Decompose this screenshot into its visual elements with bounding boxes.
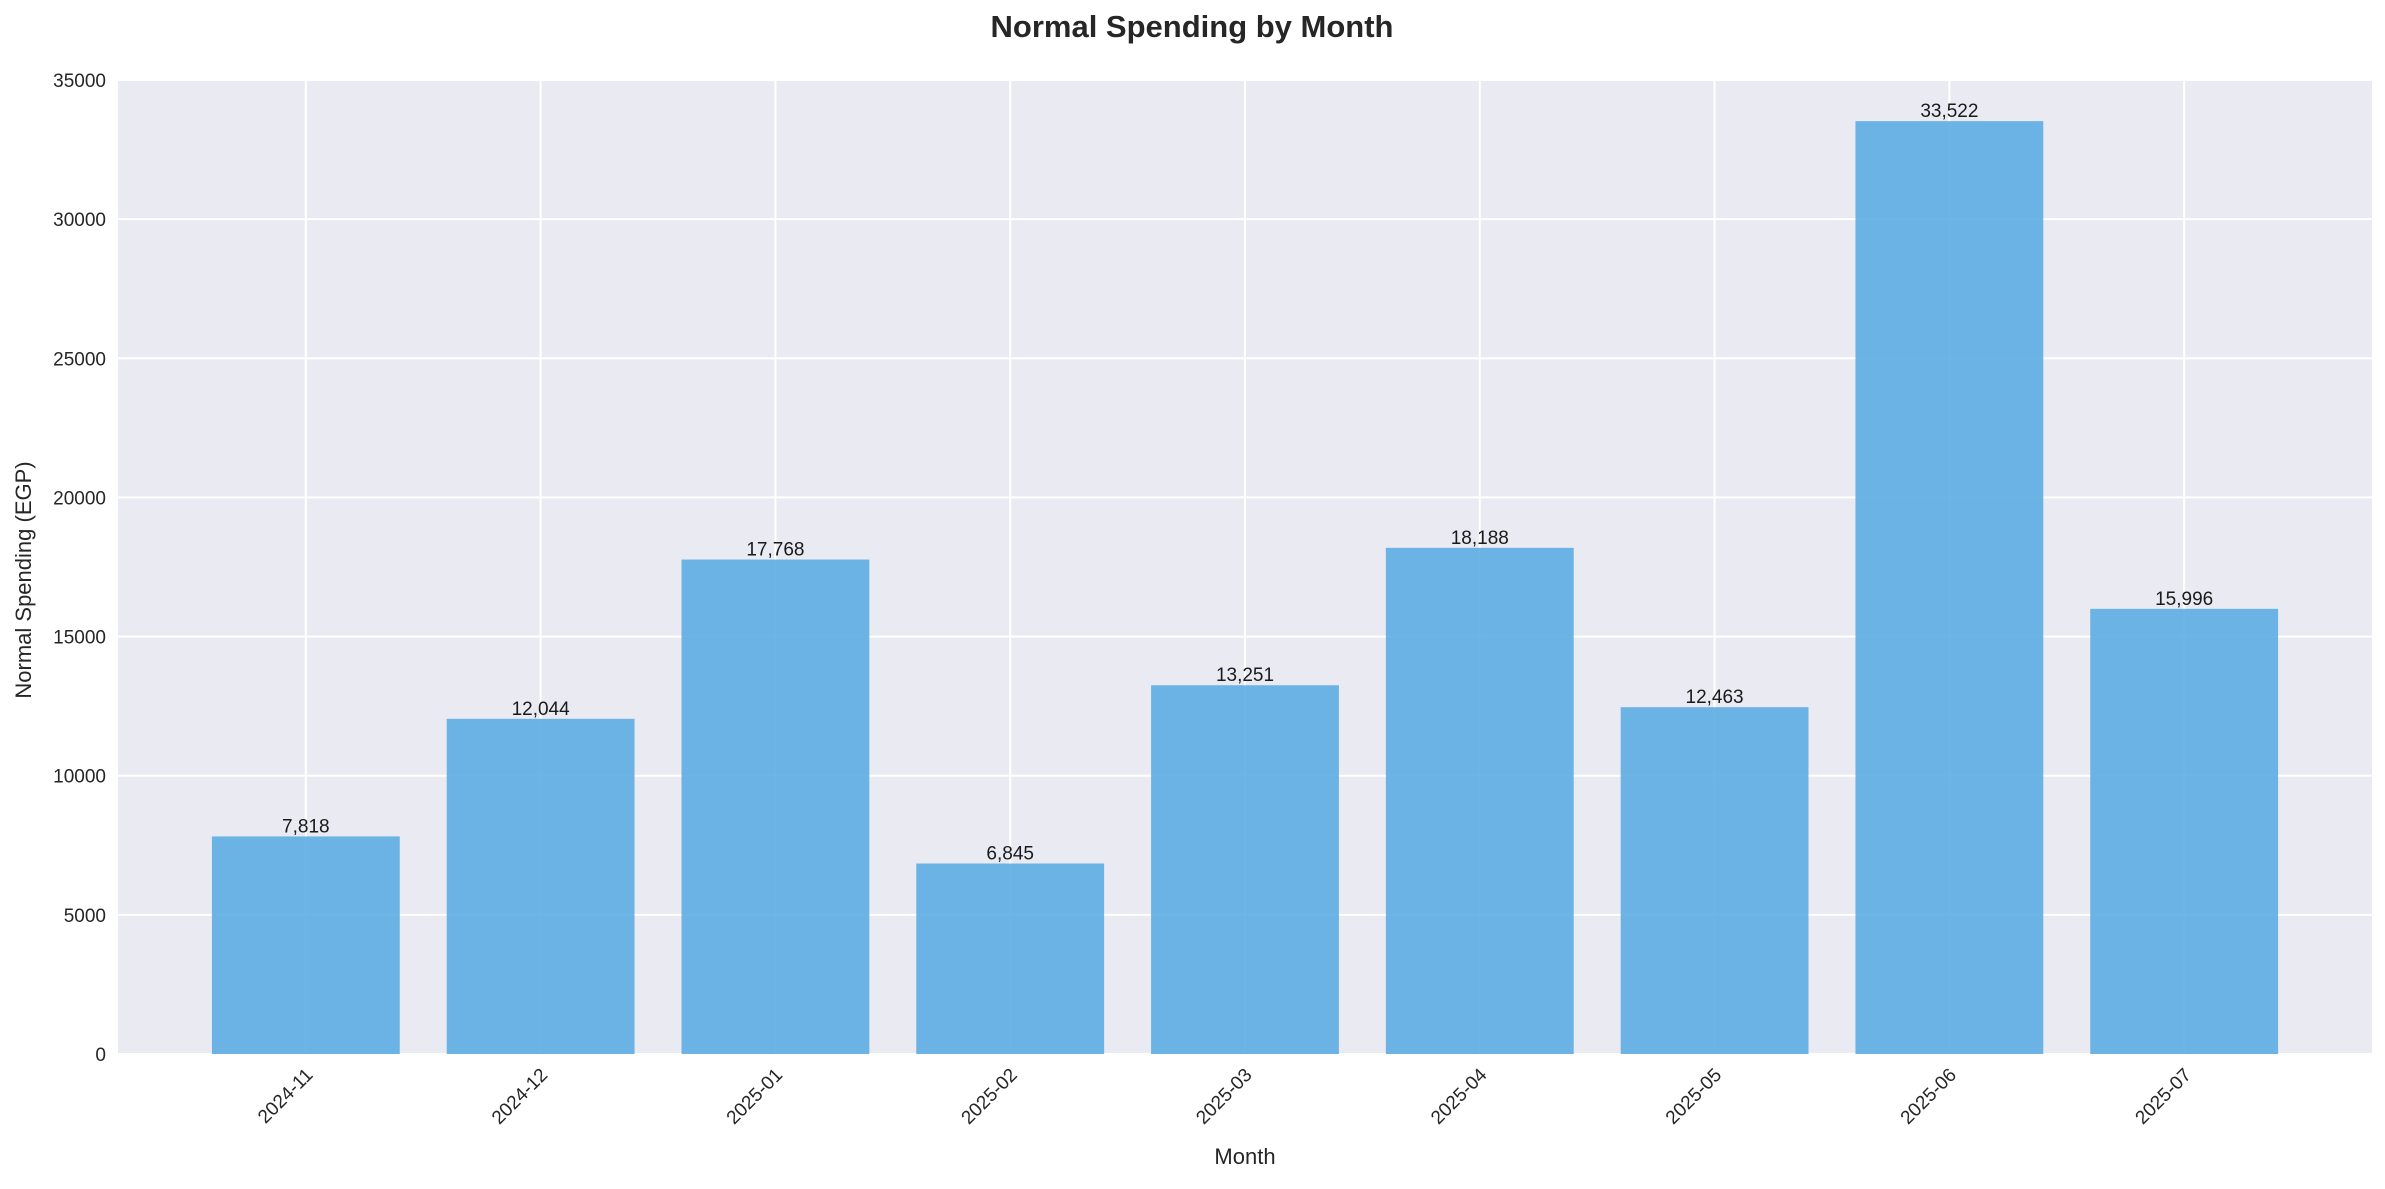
y-tick-label: 20000 (53, 488, 106, 509)
x-axis-ticks: 2024-11 2024-12 2025-01 2025-02 2025-03 2025-… (254, 1064, 2195, 1128)
x-tick-label: 2025-03 (1192, 1065, 1256, 1129)
bar-value-label: 17,768 (746, 540, 804, 561)
x-tick-label: 2025-07 (2132, 1065, 2196, 1129)
y-axis-ticks: 0 5000 10000 15000 20000 25000 30000 35000 (53, 71, 106, 1066)
y-tick-label: 0 (95, 1045, 106, 1066)
bar-value-label: 12,463 (1686, 687, 1744, 708)
x-tick-label: 2024-12 (488, 1065, 552, 1129)
y-axis-label: Normal Spending (EGP) (11, 461, 36, 698)
bar (1855, 121, 2044, 1055)
bars (211, 121, 2279, 1055)
bar (211, 836, 400, 1054)
x-tick-label: 2025-06 (1897, 1065, 1961, 1129)
x-tick-label: 2024-11 (254, 1065, 317, 1128)
bar-value-label: 33,522 (1920, 101, 1978, 122)
bar (916, 863, 1105, 1054)
bar (681, 559, 870, 1054)
y-tick-label: 25000 (53, 349, 106, 370)
x-tick-label: 2025-01 (723, 1065, 787, 1129)
bar (1620, 707, 1809, 1054)
bar-value-label: 15,996 (2155, 589, 2213, 610)
bar-value-label: 13,251 (1216, 665, 1274, 686)
bar (2090, 608, 2279, 1054)
y-tick-label: 5000 (64, 906, 106, 927)
bar (1385, 547, 1574, 1054)
bar (1151, 685, 1339, 1054)
y-tick-label: 15000 (53, 628, 106, 649)
bar (446, 718, 635, 1054)
bar-value-label: 6,845 (986, 844, 1034, 865)
chart-title: Normal Spending by Month (991, 9, 1394, 44)
bar-value-label: 12,044 (512, 699, 571, 720)
bar-value-label: 18,188 (1451, 528, 1509, 549)
y-tick-label: 35000 (53, 71, 106, 92)
x-tick-label: 2025-04 (1427, 1064, 1491, 1128)
x-tick-label: 2025-02 (958, 1065, 1022, 1129)
y-tick-label: 30000 (53, 210, 106, 231)
bar-value-label: 7,818 (282, 816, 330, 837)
x-tick-label: 2025-05 (1662, 1065, 1726, 1129)
y-tick-label: 10000 (53, 767, 106, 788)
data-labels: 7,818 12,044 17,768 6,845 13,251 18,188 12,463… (282, 101, 2213, 864)
x-axis-label: Month (1214, 1144, 1275, 1169)
